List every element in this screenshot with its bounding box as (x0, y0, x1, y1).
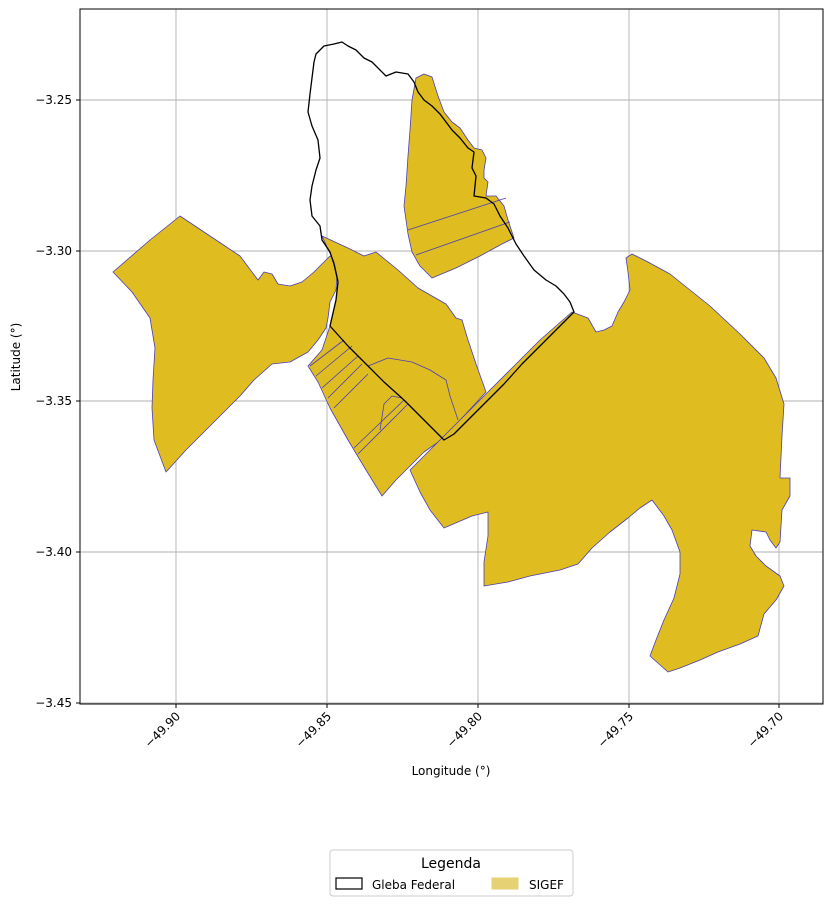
gleba-federal-boundary (307, 41, 575, 441)
gleba-federal (307, 41, 575, 441)
y-tick-label: −3.35 (35, 394, 72, 408)
x-tick-label: −49.85 (293, 709, 334, 750)
legend-label-gleba: Gleba Federal (372, 878, 455, 892)
y-tick-label: −3.40 (35, 545, 72, 559)
sigef-parcel-central-divider-4 (327, 363, 363, 399)
legend-swatch-gleba (335, 877, 363, 890)
sigef-parcel-central-divider-3 (321, 355, 359, 389)
legend-swatch-sigef (491, 877, 519, 890)
x-axis-title: Longitude (°) (412, 764, 491, 778)
legend-title: Legenda (421, 856, 481, 872)
sigef-parcel-central-divider-2 (315, 345, 353, 377)
x-tick-label: −49.80 (444, 709, 485, 750)
y-tick-label: −3.25 (35, 93, 72, 107)
x-axis: −49.90 −49.85 −49.80 −49.75 −49.70 Longi… (142, 704, 786, 778)
sigef-parcel-west (112, 215, 339, 473)
y-tick-label: −3.30 (35, 244, 72, 258)
x-tick-label: −49.70 (745, 709, 786, 750)
sigef-parcel-central (307, 235, 487, 497)
sigef-parcel-east (409, 253, 791, 673)
axes-frame (79, 8, 824, 705)
y-axis: −3.25 −3.30 −3.35 −3.40 −3.45 Latitude (… (9, 93, 80, 710)
sigef-parcel-central-divider-7 (357, 403, 409, 455)
sigef-parcel-north-divider-2 (415, 221, 511, 256)
sigef-parcel-central-divider-1 (309, 339, 345, 367)
sigef-parcels (112, 73, 791, 673)
sigef-parcel-central-divider-8 (379, 395, 403, 431)
legend-label-sigef: SIGEF (529, 878, 564, 892)
sigef-parcel-central-divider-9 (367, 357, 459, 421)
legend: Legenda Gleba Federal SIGEF (329, 849, 574, 897)
y-tick-label: −3.45 (35, 696, 72, 710)
x-tick-label: −49.75 (595, 709, 636, 750)
x-tick-label: −49.90 (142, 709, 183, 750)
sigef-parcel-north (403, 73, 515, 279)
sigef-parcel-central-divider-6 (353, 399, 405, 449)
sigef-parcel-central-divider-5 (333, 373, 369, 409)
sigef-parcel-north-divider-1 (407, 197, 507, 231)
y-axis-title: Latitude (°) (9, 323, 23, 392)
